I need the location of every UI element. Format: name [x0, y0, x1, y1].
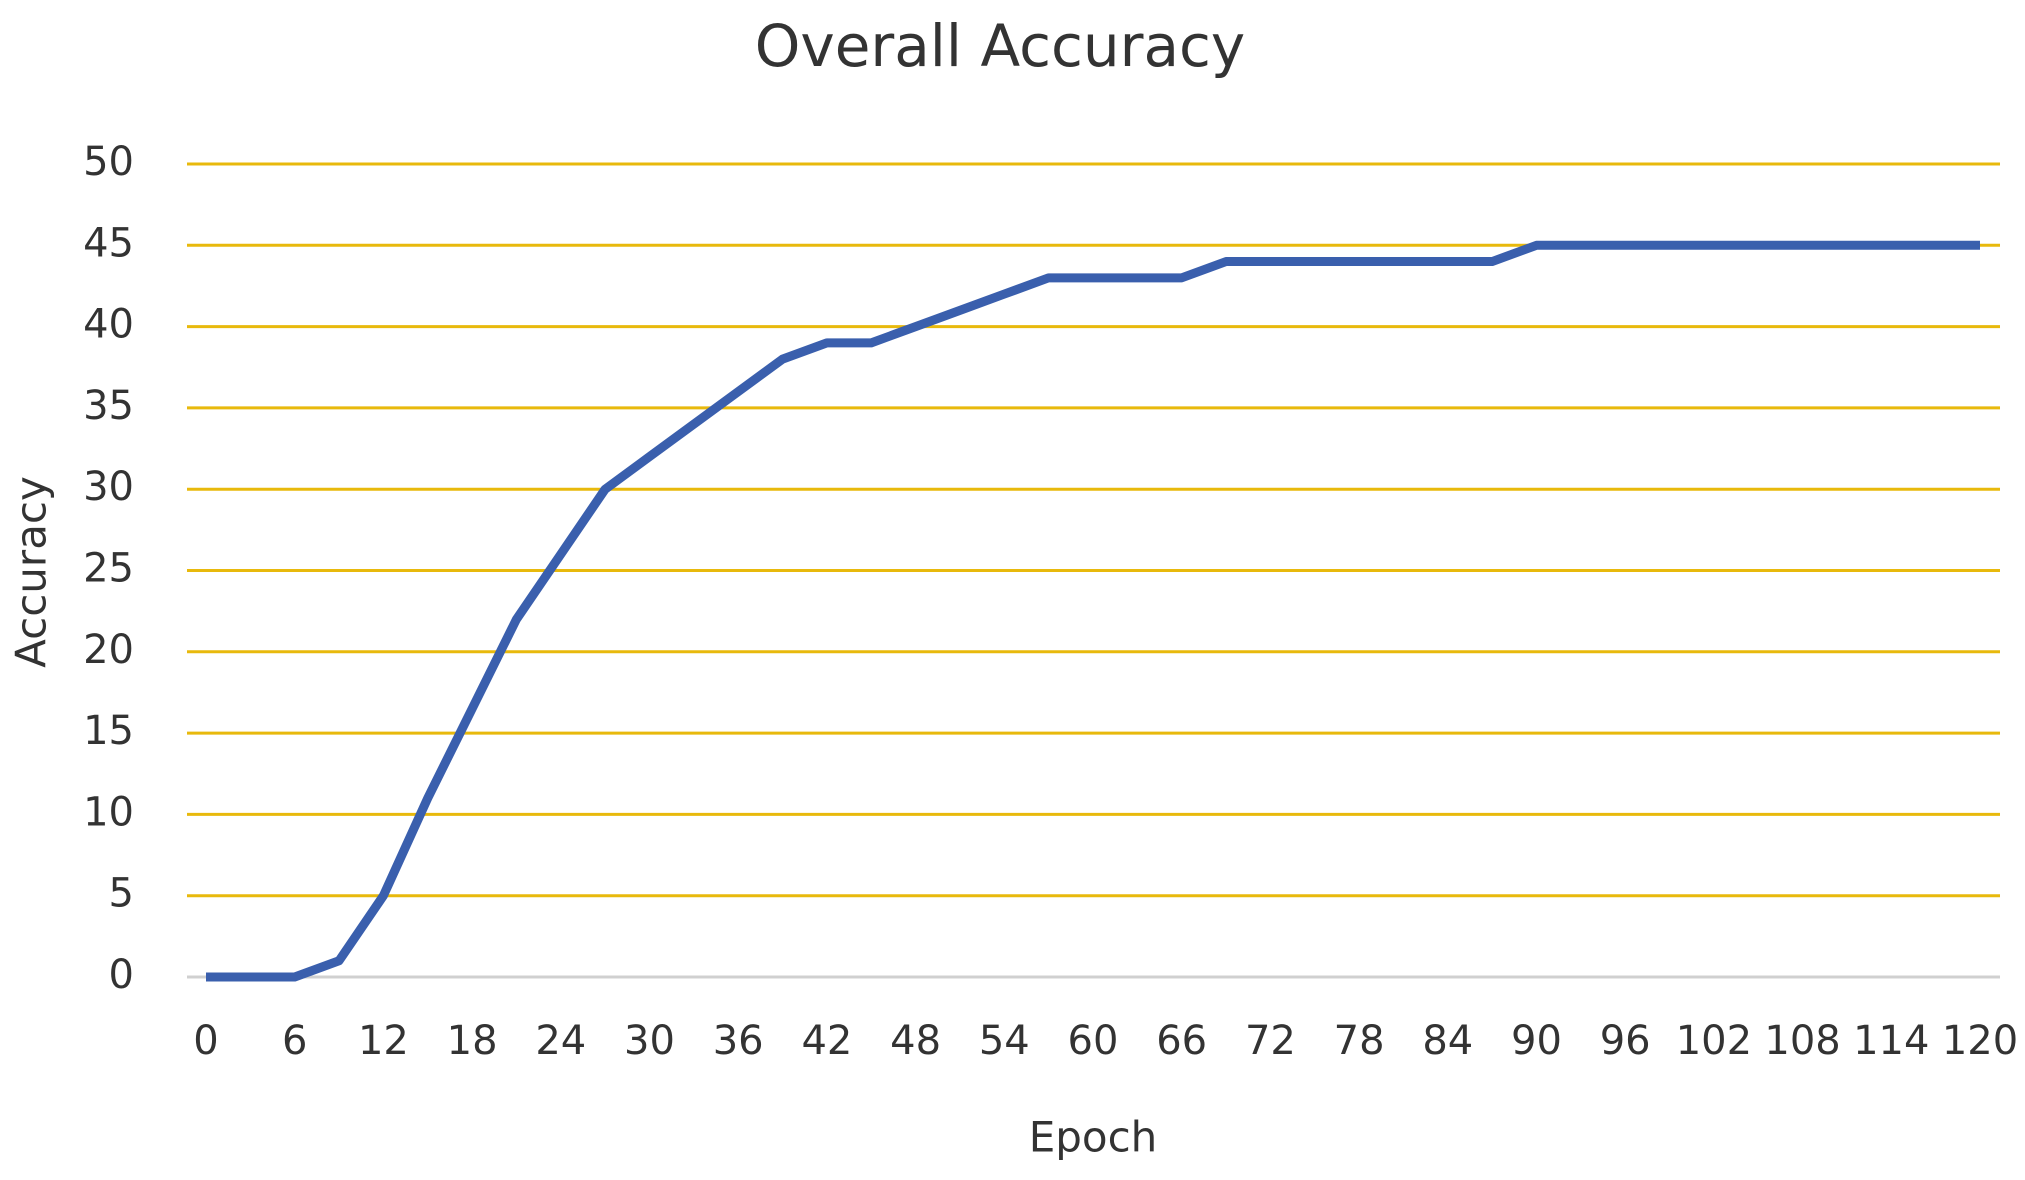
x-tick-label: 66	[1156, 1018, 1207, 1064]
y-tick-label: 35	[83, 383, 134, 429]
x-tick-label: 120	[1942, 1018, 2018, 1064]
x-tick-label: 6	[282, 1018, 307, 1064]
x-tick-label: 18	[447, 1018, 498, 1064]
y-tick-label: 30	[83, 464, 134, 510]
x-tick-label: 0	[193, 1018, 218, 1064]
y-tick-label: 5	[109, 871, 134, 917]
y-tick-label: 50	[83, 139, 134, 185]
y-tick-label: 15	[83, 708, 134, 754]
y-tick-label: 20	[83, 627, 134, 673]
y-axis-label: Accuracy	[7, 476, 56, 668]
y-tick-label: 0	[109, 952, 134, 998]
y-tick-label: 40	[83, 302, 134, 348]
y-tick-label: 45	[83, 220, 134, 266]
y-tick-label: 25	[83, 546, 134, 592]
x-tick-label: 30	[624, 1018, 675, 1064]
x-tick-label: 42	[801, 1018, 852, 1064]
x-tick-label: 78	[1334, 1018, 1385, 1064]
x-tick-label: 36	[713, 1018, 764, 1064]
x-tick-label: 84	[1422, 1018, 1473, 1064]
x-tick-label: 102	[1676, 1018, 1752, 1064]
x-tick-label: 72	[1245, 1018, 1296, 1064]
x-tick-label: 114	[1853, 1018, 1929, 1064]
x-tick-label: 96	[1600, 1018, 1651, 1064]
chart-title: Overall Accuracy	[755, 12, 1246, 80]
x-tick-label: 12	[358, 1018, 409, 1064]
x-tick-label: 60	[1068, 1018, 1119, 1064]
x-tick-label: 108	[1764, 1018, 1840, 1064]
data-line	[206, 240, 1980, 982]
x-tick-label: 54	[979, 1018, 1030, 1064]
x-tick-label: 90	[1511, 1018, 1562, 1064]
x-tick-label: 24	[535, 1018, 586, 1064]
x-axis-label: Epoch	[1029, 1113, 1158, 1162]
y-tick-label: 10	[83, 789, 134, 835]
x-tick-label: 48	[890, 1018, 941, 1064]
